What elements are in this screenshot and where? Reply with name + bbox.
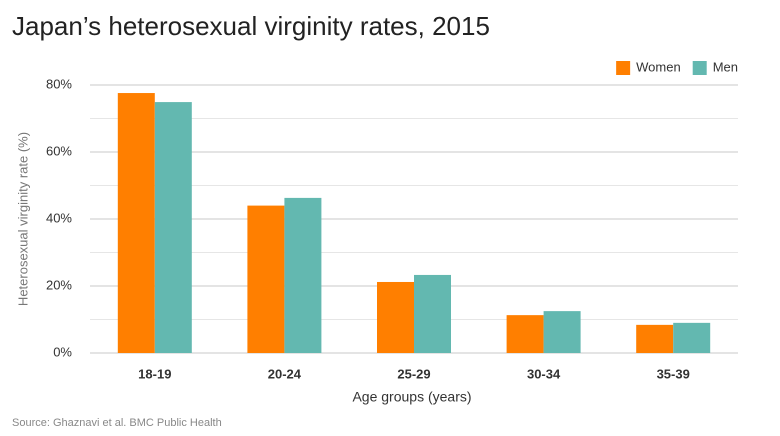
bar	[636, 324, 674, 353]
y-tick-label: 20%	[46, 277, 72, 292]
legend-label: Women	[636, 59, 681, 74]
bar	[414, 274, 451, 353]
x-tick-label: 20-24	[268, 366, 302, 381]
y-tick-label: 80%	[46, 76, 72, 91]
y-tick-label: 0%	[53, 344, 72, 359]
bar	[543, 311, 581, 353]
x-tick-label: 18-19	[138, 366, 171, 381]
y-tick-label: 40%	[46, 210, 72, 225]
source: Source: Ghaznavi et al. BMC Public Healt…	[12, 417, 222, 429]
bar	[506, 315, 544, 353]
x-tick-label: 35-39	[657, 366, 690, 381]
bar	[284, 197, 322, 353]
x-tick-label: 25-29	[397, 366, 430, 381]
bar	[377, 281, 414, 353]
bar	[117, 93, 155, 353]
y-tick-label: 60%	[46, 143, 72, 158]
bar	[154, 102, 192, 354]
legend-label: Men	[713, 59, 738, 74]
bar	[673, 322, 711, 353]
chart-title: Japan’s heterosexual virginity rates, 20…	[12, 11, 490, 41]
bar	[247, 205, 285, 353]
x-axis-label: Age groups (years)	[352, 389, 471, 405]
legend-swatch	[616, 61, 631, 75]
x-tick-label: 30-34	[527, 366, 561, 381]
y-axis-label: Heterosexual virginity rate (%)	[15, 132, 30, 306]
legend-swatch	[692, 61, 707, 75]
